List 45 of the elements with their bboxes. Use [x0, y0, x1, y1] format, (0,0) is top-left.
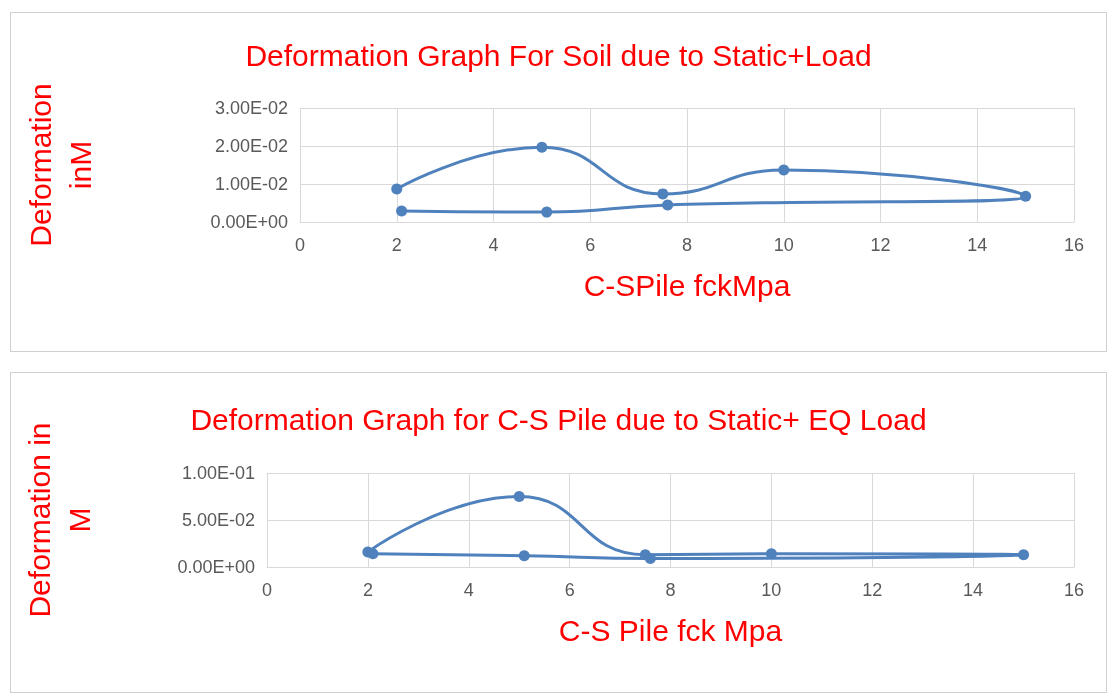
point	[778, 164, 790, 176]
x-tick-label: 6	[585, 235, 596, 255]
x-tick-label: 2	[391, 235, 402, 255]
y-axis-title: Deformation in M	[22, 422, 96, 618]
x-tick-label: 8	[665, 580, 676, 600]
x-tick-label: 12	[862, 580, 883, 600]
point	[541, 206, 553, 218]
point	[644, 553, 656, 565]
point	[391, 183, 403, 195]
x-axis-title: C-S Pile fck Mpa	[558, 613, 783, 647]
x-tick-label: 16	[1063, 580, 1085, 600]
x-tick-label: 6	[564, 580, 575, 600]
x-tick-label: 0	[294, 235, 306, 255]
x-tick-label: 16	[1063, 235, 1085, 255]
point	[1018, 549, 1030, 561]
point	[396, 205, 408, 217]
x-tick-label: 8	[681, 235, 693, 255]
x-tick-label: 12	[870, 235, 891, 255]
point	[513, 491, 525, 502]
point	[657, 188, 669, 200]
y-tick-label: 0.00E+00	[177, 557, 255, 577]
x-tick-label: 2	[362, 580, 373, 600]
x-tick-label: 0	[261, 580, 273, 600]
y-tick-label: 5.00E-02	[181, 510, 255, 530]
x-axis-title: C-SPile fckMpa	[583, 268, 791, 302]
x-tick-label: 4	[488, 235, 499, 255]
point	[536, 141, 548, 153]
x-tick-label: 10	[761, 580, 782, 600]
point	[518, 550, 530, 562]
x-tick-label: 10	[773, 235, 794, 255]
point	[765, 548, 777, 560]
y-tick-label: 0.00E+00	[210, 212, 288, 232]
point	[662, 199, 674, 211]
y-tick-label: 1.00E-01	[181, 463, 255, 483]
point	[367, 548, 379, 560]
point	[1020, 190, 1032, 202]
x-tick-label: 14	[967, 235, 988, 255]
y-tick-label: 1.00E-02	[214, 174, 288, 194]
x-tick-label: 4	[463, 580, 474, 600]
x-tick-label: 14	[963, 580, 984, 600]
y-tick-label: 3.00E-02	[214, 98, 288, 118]
chart-title: Deformation Graph For Soil due to Static+Load	[245, 38, 872, 72]
chart-title: Deformation Graph for C-S Pile due to Static+ EQ Load	[190, 402, 927, 436]
y-axis-title: Deformation inM	[23, 83, 97, 247]
y-tick-label: 2.00E-02	[214, 136, 288, 156]
